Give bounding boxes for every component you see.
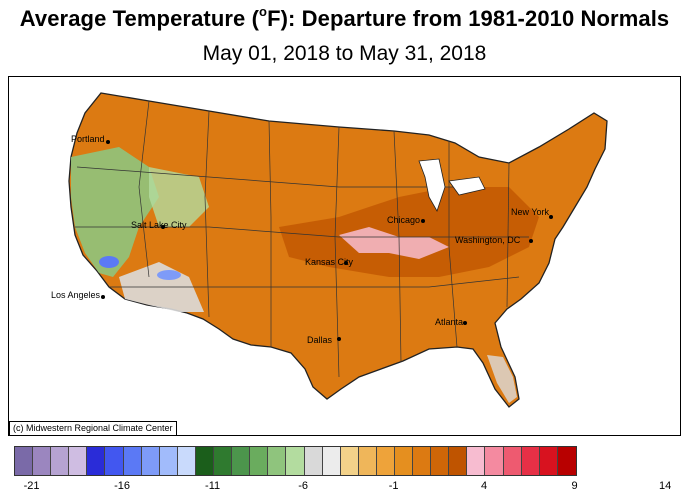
salt-lake-city-dot bbox=[161, 225, 165, 229]
legend-tick-label: -21 bbox=[23, 480, 40, 492]
legend-swatch bbox=[141, 447, 160, 475]
credit-label: (c) Midwestern Regional Climate Center bbox=[9, 421, 177, 436]
record-warm-pink-region bbox=[339, 227, 449, 259]
legend-swatch bbox=[394, 447, 414, 475]
state-borders bbox=[75, 100, 529, 378]
city-label-chicago: Chicago bbox=[387, 215, 421, 225]
florida-cool-region bbox=[487, 355, 517, 403]
legend-tick-label: -6 bbox=[298, 480, 308, 492]
city-label-kansas-city: Kansas City bbox=[305, 257, 354, 267]
legend-swatch bbox=[503, 447, 522, 475]
legend-swatch bbox=[322, 447, 341, 475]
legend-tick-label: -11 bbox=[205, 480, 221, 492]
legend-swatch bbox=[214, 447, 233, 475]
legend-swatch bbox=[177, 447, 196, 475]
legend-swatch bbox=[250, 447, 269, 475]
legend-swatch bbox=[521, 447, 540, 475]
midwest-hot-region bbox=[279, 187, 539, 277]
blue-patch-arizona bbox=[157, 270, 181, 280]
blue-patch-nevada bbox=[99, 256, 119, 268]
city-label-portland: Portland bbox=[71, 134, 105, 144]
new-york-dot bbox=[549, 215, 553, 219]
city-label-washington-dc: Washington, DC bbox=[455, 235, 521, 245]
legend-swatch bbox=[195, 447, 215, 475]
dallas-dot bbox=[337, 337, 341, 341]
legend-tick-label: 14 bbox=[658, 480, 672, 492]
legend-swatch bbox=[51, 447, 70, 475]
legend-swatch bbox=[33, 447, 52, 475]
great-lakes bbox=[418, 158, 486, 212]
legend-swatch bbox=[413, 447, 432, 475]
legend-swatch bbox=[557, 447, 576, 475]
legend-swatch bbox=[449, 447, 468, 475]
legend-swatch bbox=[340, 447, 359, 475]
legend-tick-label: 9 bbox=[571, 480, 578, 492]
legend-swatch bbox=[286, 447, 305, 475]
legend-swatch bbox=[485, 447, 504, 475]
legend-swatch bbox=[268, 447, 287, 475]
west-mixed-region bbox=[149, 167, 209, 227]
city-label-los-angeles: Los Angeles bbox=[51, 290, 101, 300]
legend-swatch bbox=[232, 447, 251, 475]
city-label-salt-lake-city: Salt Lake City bbox=[131, 220, 187, 230]
legend-swatch bbox=[159, 447, 178, 475]
legend-swatch bbox=[467, 447, 486, 475]
legend-swatch bbox=[87, 447, 106, 475]
legend-swatch bbox=[123, 447, 142, 475]
legend-swatch bbox=[105, 447, 124, 475]
legend-swatch bbox=[431, 447, 450, 475]
portland-dot bbox=[106, 140, 110, 144]
city-label-atlanta: Atlanta bbox=[435, 317, 464, 327]
map-subtitle: May 01, 2018 to May 31, 2018 bbox=[202, 42, 487, 65]
west-green-region bbox=[71, 147, 159, 277]
chicago-dot bbox=[421, 219, 425, 223]
us-temperature-map bbox=[68, 92, 608, 408]
legend-swatch bbox=[358, 447, 377, 475]
atlanta-dot bbox=[463, 321, 467, 325]
map-frame: Portland Salt Lake City Los Angeles Kans… bbox=[8, 76, 681, 436]
kansas-city-dot bbox=[344, 261, 348, 265]
los-angeles-dot bbox=[101, 295, 105, 299]
legend-swatch bbox=[304, 447, 323, 475]
legend-tick-label: -16 bbox=[114, 480, 131, 492]
city-label-dallas: Dallas bbox=[307, 335, 333, 345]
legend-tick-label: 4 bbox=[481, 480, 488, 492]
city-label-new-york: New York bbox=[511, 207, 550, 217]
color-legend bbox=[14, 446, 577, 476]
legend-swatch bbox=[69, 447, 88, 475]
map-title: Average Temperature (oF): Departure from… bbox=[19, 4, 670, 31]
washington-dc-dot bbox=[529, 239, 533, 243]
legend-tick-label: -1 bbox=[388, 480, 399, 492]
legend-swatch bbox=[539, 447, 558, 475]
legend-swatch bbox=[376, 447, 395, 475]
legend-swatch bbox=[15, 447, 34, 475]
